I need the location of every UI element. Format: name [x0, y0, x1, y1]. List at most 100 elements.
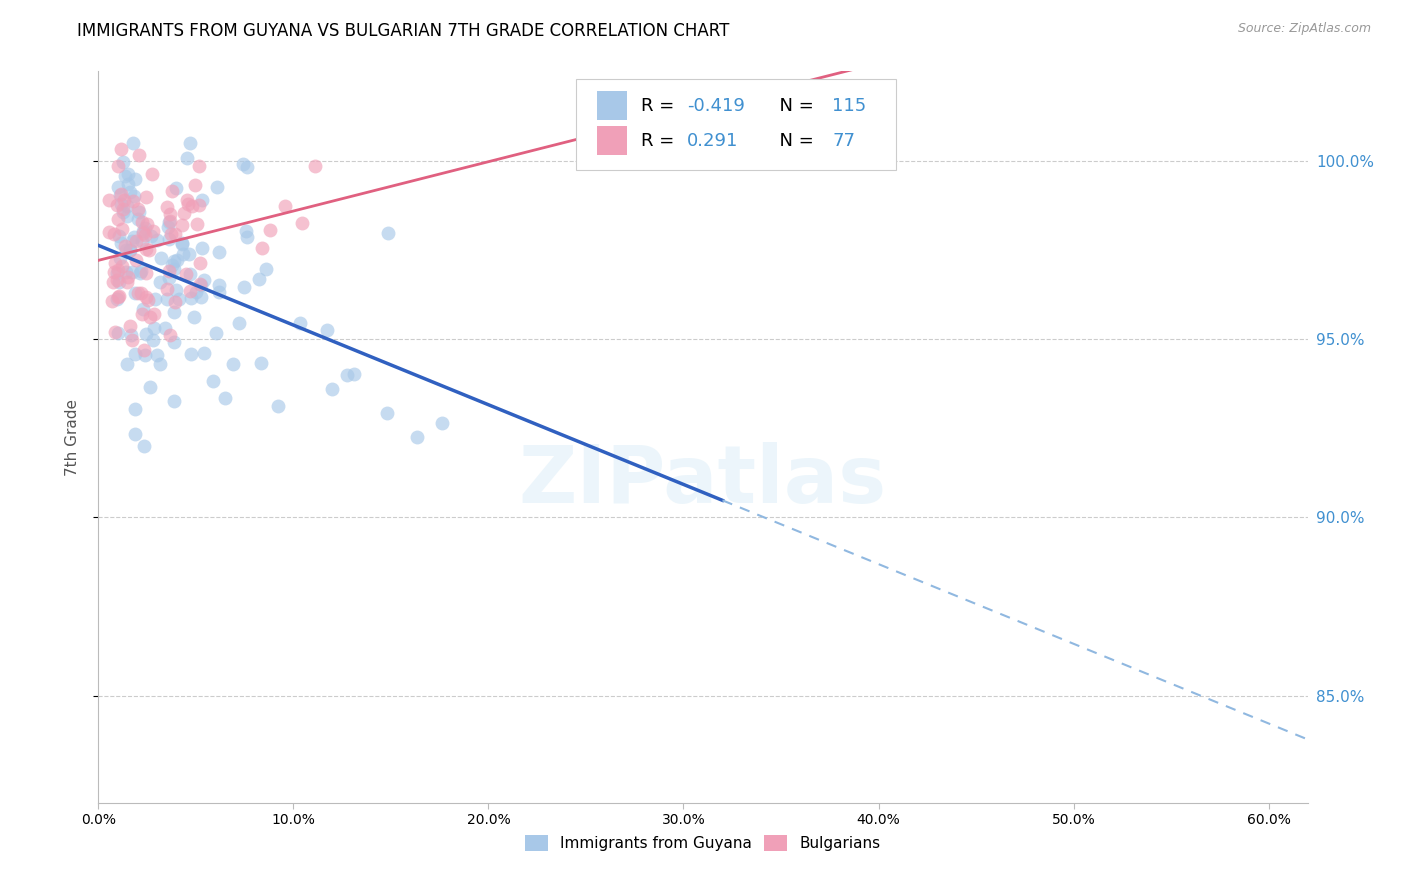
Point: [157, 215, 180, 229]
Point: [157, 270, 180, 285]
Point: [163, 295, 186, 310]
Point: [127, 285, 149, 300]
Point: [254, 262, 277, 277]
Point: [105, 293, 128, 307]
Point: [291, 216, 314, 230]
Point: [259, 222, 281, 236]
Point: [247, 272, 270, 286]
Point: [124, 347, 146, 361]
Point: [180, 347, 202, 361]
Point: [110, 236, 132, 251]
Point: [110, 186, 132, 201]
Point: [430, 416, 453, 430]
Point: [179, 285, 201, 299]
Point: [124, 401, 146, 416]
Point: [115, 209, 138, 223]
Point: [143, 307, 166, 321]
Point: [135, 217, 157, 231]
Point: [111, 202, 134, 216]
Point: [273, 199, 295, 213]
Point: [117, 167, 139, 181]
Point: [193, 346, 215, 360]
Text: IMMIGRANTS FROM GUYANA VS BULGARIAN 7TH GRADE CORRELATION CHART: IMMIGRANTS FROM GUYANA VS BULGARIAN 7TH …: [77, 22, 730, 40]
Point: [104, 255, 127, 269]
Point: [142, 334, 165, 348]
Point: [103, 227, 125, 241]
Point: [315, 323, 337, 337]
Point: [172, 247, 194, 261]
Point: [114, 169, 136, 183]
Point: [177, 196, 200, 211]
Point: [108, 188, 131, 202]
Point: [111, 259, 134, 273]
Point: [159, 207, 181, 221]
Point: [134, 343, 156, 357]
Point: [131, 301, 153, 316]
Point: [187, 198, 209, 212]
Point: [377, 227, 399, 241]
Point: [165, 284, 187, 298]
Point: [156, 200, 179, 214]
Point: [267, 399, 290, 413]
Point: [131, 234, 153, 248]
Point: [163, 334, 186, 349]
Point: [205, 326, 228, 340]
Text: -0.419: -0.419: [688, 96, 745, 115]
Point: [156, 219, 179, 234]
Point: [149, 357, 172, 371]
Point: [124, 426, 146, 441]
Text: 77: 77: [832, 132, 855, 150]
Point: [131, 215, 153, 229]
Point: [120, 319, 142, 334]
Point: [156, 282, 179, 296]
Point: [208, 285, 231, 300]
Point: [107, 273, 129, 287]
Point: [193, 273, 215, 287]
Point: [111, 204, 134, 219]
Point: [250, 356, 273, 370]
Point: [163, 253, 186, 268]
Point: [252, 241, 274, 255]
Point: [222, 357, 245, 371]
Point: [138, 244, 160, 258]
Point: [131, 307, 153, 321]
Point: [135, 266, 157, 280]
Point: [135, 242, 157, 256]
Point: [176, 151, 198, 165]
Point: [112, 194, 135, 208]
Point: [124, 285, 146, 300]
Point: [122, 194, 145, 209]
Point: [146, 348, 169, 362]
Point: [117, 269, 139, 284]
Point: [141, 168, 163, 182]
Point: [128, 266, 150, 280]
Point: [176, 193, 198, 207]
FancyBboxPatch shape: [596, 126, 627, 155]
Point: [111, 222, 134, 236]
Point: [117, 199, 139, 213]
Point: [134, 228, 156, 243]
Point: [149, 275, 172, 289]
Point: [125, 253, 148, 268]
Point: [205, 180, 228, 194]
Point: [190, 289, 212, 303]
Point: [156, 292, 179, 306]
Point: [236, 160, 259, 174]
Point: [103, 275, 125, 289]
Point: [162, 184, 184, 198]
Point: [118, 185, 141, 199]
Point: [98, 226, 121, 240]
Point: [179, 136, 201, 150]
Point: [98, 193, 121, 207]
Point: [214, 392, 236, 406]
Point: [188, 159, 211, 173]
Point: [163, 261, 186, 276]
Point: [172, 236, 194, 251]
Point: [131, 286, 153, 301]
Point: [134, 220, 156, 235]
Point: [288, 316, 311, 330]
Point: [108, 229, 131, 244]
Point: [232, 280, 254, 294]
Point: [235, 224, 257, 238]
Point: [160, 258, 183, 272]
